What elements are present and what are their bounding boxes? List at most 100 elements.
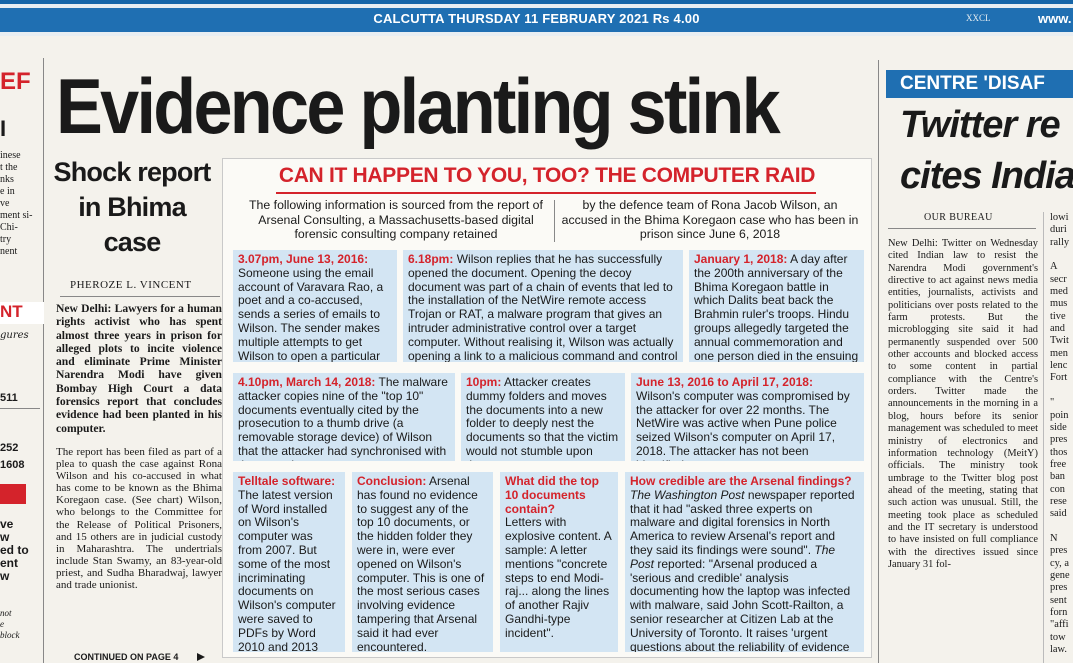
dateline: CALCUTTA THURSDAY 11 FEBRUARY 2021 Rs 4.… — [373, 11, 700, 26]
left-column — [0, 58, 44, 663]
panel-heading: Conclusion: — [357, 474, 427, 488]
adjacent-line: mus — [1050, 298, 1068, 310]
adjacent-line — [1050, 521, 1073, 533]
panel-text: Wilson replies that he has successfully … — [408, 252, 678, 362]
adjacent-line: cy, a — [1050, 557, 1069, 569]
panel-text: Someone using the email account of Varav… — [238, 265, 384, 362]
right-story-headline: Twitter re cites India — [900, 104, 1073, 197]
adjacent-line: thos — [1050, 446, 1068, 458]
adjacent-line: law. — [1050, 644, 1067, 656]
continued-link[interactable]: CONTINUED ON PAGE 4 — [74, 652, 179, 662]
adjacent-line: Fort — [1050, 372, 1068, 384]
adjacent-line — [1050, 249, 1073, 261]
finding-panel: What did the top 10 documents contain? L… — [500, 472, 618, 652]
adjacent-line: ban — [1050, 471, 1066, 483]
panel-heading: January 1, 2018: — [694, 252, 788, 266]
adjacent-line: lenc — [1050, 360, 1068, 372]
panel-text: Attacker creates dummy folders and moves… — [466, 375, 619, 461]
panel-text: newspaper reported that it had "asked th… — [630, 487, 855, 557]
panel-heading: 3.07pm, June 13, 2016: — [238, 252, 369, 266]
right-story-kicker: CENTRE 'DISAF — [886, 70, 1073, 98]
graphic-intro-right: by the defence team of Rona Jacob Wilson… — [561, 198, 859, 241]
timeline-panel: June 13, 2016 to April 17, 2018: Wilson'… — [631, 373, 864, 461]
right-story-byline: OUR BUREAU — [924, 212, 993, 223]
panel-heading: Telltale software: — [238, 474, 336, 488]
panel-text: reported: "Arsenal produced a 'serious a… — [630, 556, 851, 652]
left-box-title: NT — [0, 302, 44, 324]
left-italic-text: not e block — [0, 608, 20, 640]
panel-text-italic: The Washington Post — [630, 487, 745, 502]
panel-text: A day after the 200th anniversary of the… — [694, 252, 859, 362]
left-letter: I — [0, 116, 7, 140]
timeline-panel: 6.18pm: Wilson replies that he has succe… — [403, 250, 683, 362]
adjacent-line: lowi — [1050, 212, 1069, 223]
adjacent-line: secr — [1050, 273, 1067, 285]
edition-code: XXCL — [966, 13, 991, 23]
adjacent-line: rally — [1050, 236, 1070, 248]
adjacent-line: said — [1050, 508, 1067, 520]
panel-heading: How credible are the Arsenal findings? — [630, 474, 852, 488]
adjacent-line: free — [1050, 458, 1067, 470]
continued-arrow-icon — [197, 653, 205, 661]
timeline-panel: 3.07pm, June 13, 2016: Someone using the… — [233, 250, 397, 362]
panel-text: Letters with explosive content. A sample… — [505, 515, 612, 640]
graphic-title: CAN IT HAPPEN TO YOU, TOO? THE COMPUTER … — [278, 164, 816, 187]
byline-rule — [60, 296, 220, 297]
story-byline: PHEROZE L. VINCENT — [70, 279, 192, 291]
timeline-panel: 4.10pm, March 14, 2018: The malware atta… — [233, 373, 455, 461]
adjacent-line: Twit — [1050, 335, 1069, 347]
adjacent-line: pres — [1050, 434, 1068, 446]
adjacent-line: tow — [1050, 631, 1066, 643]
panel-heading: June 13, 2016 to April 17, 2018: — [636, 375, 813, 389]
column-divider — [1043, 212, 1044, 663]
story-lead: New Delhi: Lawyers for a human rights ac… — [56, 302, 222, 435]
adjacent-line — [1050, 385, 1073, 397]
panel-heading: 10pm: — [466, 375, 502, 389]
panel-text: Wilson's computer was compromised by the… — [636, 388, 850, 461]
adjacent-line: A — [1050, 261, 1058, 273]
panel-text: The latest version of Word installed on … — [238, 487, 336, 652]
adjacent-line: men — [1050, 347, 1068, 359]
finding-panel: Conclusion: Arsenal has found no evidenc… — [352, 472, 493, 652]
story-subhead: Shock report in Bhima case — [53, 157, 212, 257]
adjacent-line: sent — [1050, 594, 1067, 606]
timeline-panel: 10pm: Attacker creates dummy folders and… — [461, 373, 625, 461]
left-box-subtitle: gures — [0, 330, 29, 341]
adjacent-line: duri — [1050, 224, 1067, 236]
column-rule — [878, 60, 879, 663]
panel-text: The malware attacker copies nine of the … — [238, 375, 448, 461]
adjacent-line: rese — [1050, 495, 1067, 507]
panel-text-italic: The Post — [630, 542, 836, 571]
left-number: 1608 — [0, 459, 25, 471]
adjacent-line: N — [1050, 532, 1058, 544]
left-number: 511 — [0, 392, 18, 404]
adjacent-line: med — [1050, 286, 1068, 298]
finding-panel: Telltale software: The latest version of… — [233, 472, 345, 652]
byline-rule — [888, 228, 1036, 229]
adjacent-line: " — [1050, 397, 1055, 409]
adjacent-line: and — [1050, 323, 1066, 335]
adjacent-line: "affi — [1050, 619, 1069, 631]
panel-heading: What did the top 10 documents contain? — [505, 474, 599, 516]
website-link[interactable]: www. — [1038, 11, 1072, 26]
panel-heading: 6.18pm: — [408, 252, 454, 266]
left-bold-text: ve w ed to ent w — [0, 518, 29, 583]
panel-text: Arsenal has found no evidence to suggest… — [357, 474, 485, 652]
main-headline: Evidence planting stink — [56, 62, 781, 150]
adjacent-line: pres — [1050, 582, 1068, 594]
adjacent-line: side — [1050, 421, 1067, 433]
adjacent-line: forn — [1050, 607, 1068, 618]
finding-panel: How credible are the Arsenal findings? T… — [625, 472, 864, 652]
left-divider — [0, 408, 40, 409]
graphic-intro-left: The following information is sourced fro… — [249, 198, 543, 241]
adjacent-line: tive — [1050, 310, 1066, 322]
masthead-bar — [0, 0, 1073, 36]
timeline-panel: January 1, 2018: A day after the 200th a… — [689, 250, 864, 362]
adjacent-line: pres — [1050, 545, 1068, 557]
adjacent-line: poin — [1050, 409, 1069, 421]
story-body: The report has been filed as part of a p… — [56, 446, 222, 592]
left-kicker: EF — [0, 68, 30, 95]
left-red-block — [0, 484, 26, 504]
adjacent-line: gene — [1050, 569, 1070, 581]
